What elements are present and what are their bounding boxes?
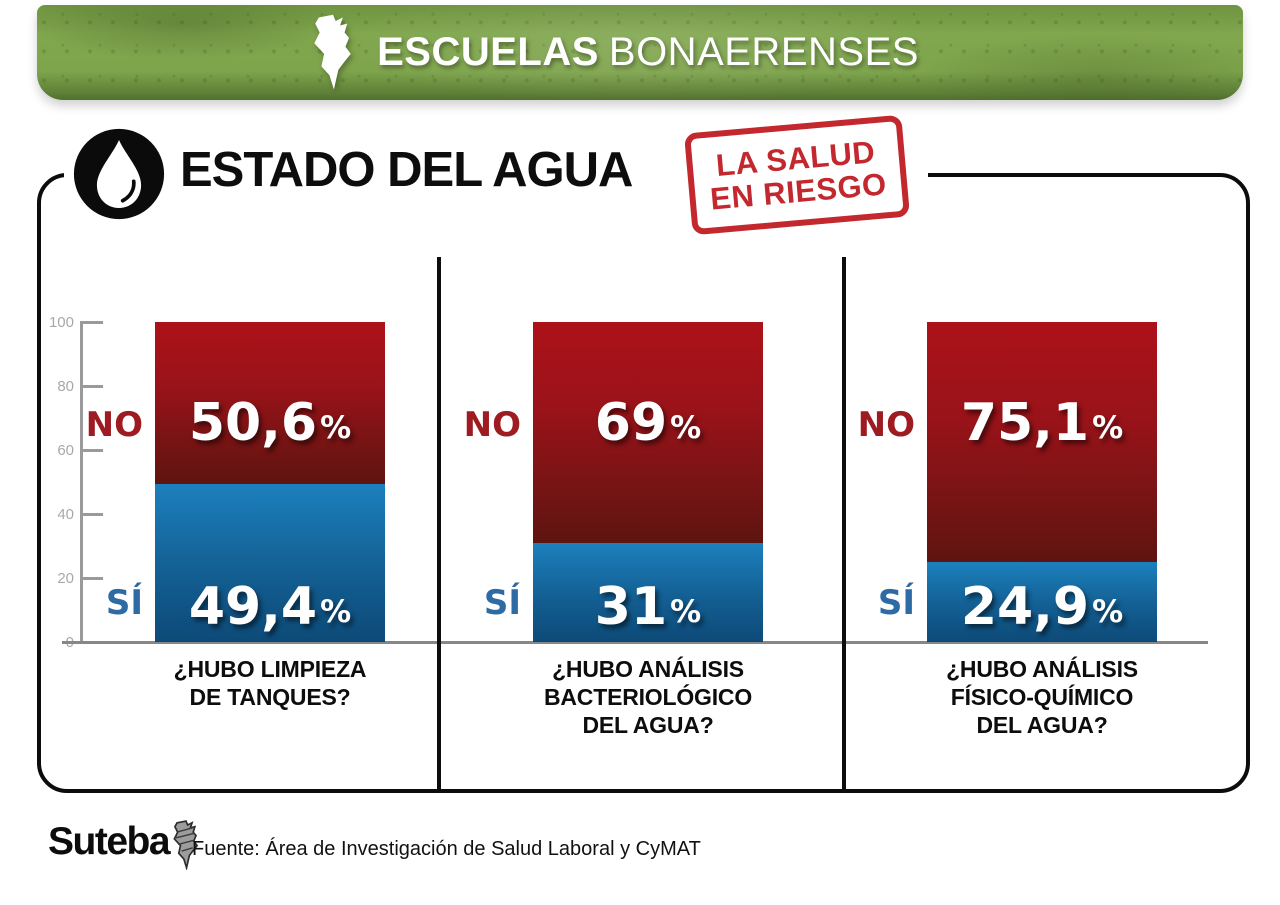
suteba-map-icon [173,820,199,870]
source-text: Fuente: Área de Investigación de Salud L… [192,838,701,860]
si-value: 49,4% [188,577,352,637]
percent-sign: % [320,410,352,446]
y-axis [80,322,83,644]
no-segment [533,322,763,543]
no-segment [927,322,1157,563]
si-value: 24,9% [960,577,1124,637]
chart-section-tank-cleaning: NO SÍ 50,6% 49,4% ¿HUBO LIMPIEZA DE TANQ… [38,322,385,765]
suteba-logo: Suteba [48,820,207,870]
stacked-bar: 50,6% 49,4% [155,322,385,642]
buenos-aires-map-icon [314,14,351,89]
si-series-label: SÍ [877,583,915,623]
y-tick-60 [80,449,103,452]
question-label: ¿HUBO ANÁLISIS FÍSICO-QUÍMICO DEL AGUA? [946,656,1138,738]
no-series-label: NO [857,405,915,445]
suteba-logo-text: Suteba [48,820,171,863]
header-title: ESCUELAS BONAERENSES [377,30,919,75]
no-series-label: NO [463,405,521,445]
question-label: ¿HUBO ANÁLISIS BACTERIOLÓGICO DEL AGUA? [543,656,753,738]
percent-sign: % [670,410,702,446]
y-tick-20 [80,577,103,580]
si-value: 31% [594,577,702,637]
y-tick-100 [80,321,103,324]
si-segment [533,542,763,642]
header-banner: ESCUELAS BONAERENSES [37,5,1243,100]
si-series-label: SÍ [483,583,521,623]
y-tick-label-100: 100 [48,314,74,331]
no-value: 75,1% [960,393,1124,453]
question-label: ¿HUBO LIMPIEZA DE TANQUES? [173,656,367,710]
si-series-label: SÍ [105,583,143,623]
page-title: ESTADO DEL AGUA [180,143,633,197]
percent-sign: % [320,594,352,630]
percent-sign: % [1092,594,1124,630]
stacked-bar: 69% 31% [533,322,763,642]
y-tick-label-60: 60 [57,442,74,459]
water-drop-icon [73,128,165,220]
chart-section-physico-chemical: NO SÍ 75,1% 24,9% ¿HUBO ANÁLISIS FÍSICO-… [810,322,1157,765]
y-tick-label-40: 40 [57,506,74,523]
header-title-light: BONAERENSES [608,30,919,74]
header-title-bold: ESCUELAS [377,30,599,74]
warning-stamp: LA SALUD EN RIESGO [683,114,911,236]
y-tick-40 [80,513,103,516]
no-segment [155,322,385,484]
no-value: 50,6% [188,393,352,453]
percent-sign: % [1092,410,1124,446]
chart-section-bacteriological: NO SÍ 69% 31% ¿HUBO ANÁLISIS BACTERIOLÓG… [416,322,763,765]
no-value: 69% [594,393,702,453]
no-series-label: NO [85,405,143,445]
percent-sign: % [670,594,702,630]
y-tick-label-20: 20 [57,570,74,587]
section-divider-1 [437,257,441,793]
x-axis-baseline [62,641,1208,644]
section-divider-2 [842,257,846,793]
header-banner-content: ESCUELAS BONAERENSES [305,13,919,93]
y-tick-label-80: 80 [57,378,74,395]
stacked-bar: 75,1% 24,9% [927,322,1157,642]
si-segment [927,562,1157,642]
y-tick-80 [80,385,103,388]
si-segment [155,483,385,642]
